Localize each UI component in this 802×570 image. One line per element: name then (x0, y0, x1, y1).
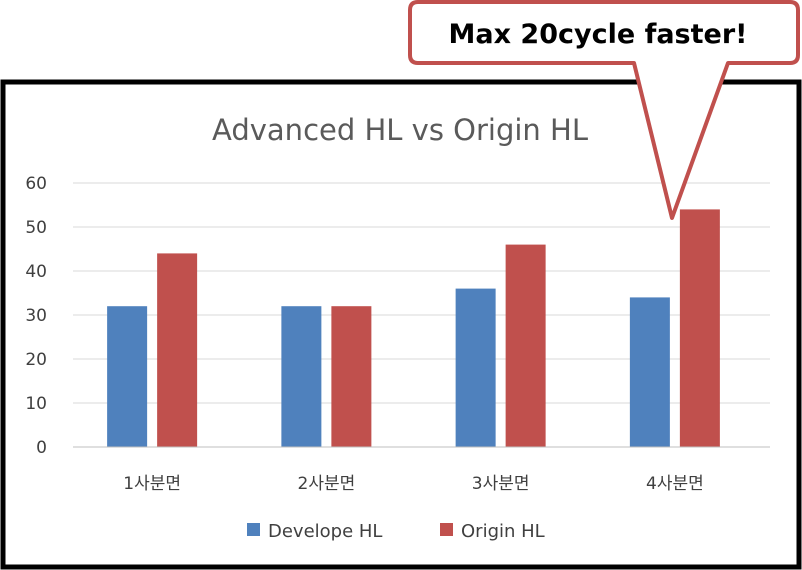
bars (107, 209, 720, 447)
chart-title: Advanced HL vs Origin HL (212, 113, 588, 147)
bar-origin-3 (505, 244, 546, 447)
legend-swatch-origin (440, 523, 453, 536)
legend-swatch-develope (247, 523, 260, 536)
y-tick-label: 60 (25, 174, 47, 194)
bar-develope-1 (107, 306, 148, 447)
bar-origin-4 (679, 209, 720, 447)
bar-develope-3 (455, 288, 496, 447)
callout-text: Max 20cycle faster! (449, 19, 748, 50)
callout-bubble (408, 0, 800, 220)
y-tick-label: 20 (25, 350, 47, 370)
y-tick-label: 30 (25, 306, 47, 326)
bar-develope-2 (281, 306, 322, 447)
x-tick-label: 1사분면 (123, 474, 181, 494)
bar-origin-2 (331, 306, 372, 447)
x-tick-label: 4사분면 (646, 474, 704, 494)
y-tick-label: 0 (36, 438, 47, 458)
y-tick-label: 50 (25, 218, 47, 238)
y-tick-label: 10 (25, 394, 47, 414)
legend: Develope HL Origin HL (247, 521, 545, 542)
y-axis: 0 10 20 30 40 50 60 (25, 174, 47, 458)
x-tick-label: 2사분면 (298, 474, 356, 494)
bar-develope-4 (629, 297, 670, 447)
legend-label-origin: Origin HL (461, 521, 545, 542)
x-axis: 1사분면 2사분면 3사분면 4사분면 (123, 474, 704, 494)
callout: Max 20cycle faster! (408, 0, 800, 220)
legend-label-develope: Develope HL (268, 521, 382, 542)
bar-origin-1 (157, 253, 198, 447)
x-tick-label: 3사분면 (472, 474, 530, 494)
y-tick-label: 40 (25, 262, 47, 282)
